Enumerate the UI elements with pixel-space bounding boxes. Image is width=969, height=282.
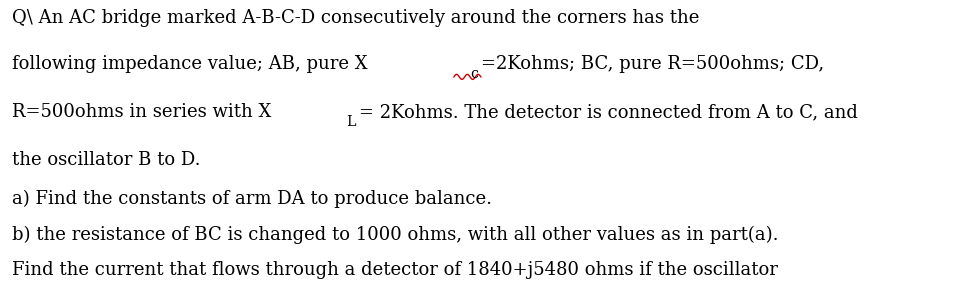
Text: the oscillator B to D.: the oscillator B to D. bbox=[12, 151, 200, 169]
Text: =2Kohms; BC, pure R=500ohms; CD,: =2Kohms; BC, pure R=500ohms; CD, bbox=[481, 55, 823, 73]
Text: R=500ohms in series with X: R=500ohms in series with X bbox=[12, 103, 270, 121]
Text: following impedance value; AB, pure X: following impedance value; AB, pure X bbox=[12, 55, 367, 73]
Text: c: c bbox=[470, 67, 478, 81]
Text: Find the current that flows through a detector of 1840+j5480 ohms if the oscilla: Find the current that flows through a de… bbox=[12, 261, 777, 279]
Text: Q\ An AC bridge marked A-B-C-D consecutively around the corners has the: Q\ An AC bridge marked A-B-C-D consecuti… bbox=[12, 8, 699, 27]
Text: L: L bbox=[346, 115, 356, 129]
Text: b) the resistance of BC is changed to 1000 ohms, with all other values as in par: b) the resistance of BC is changed to 10… bbox=[12, 225, 777, 244]
Text: = 2Kohms. The detector is connected from A to C, and: = 2Kohms. The detector is connected from… bbox=[359, 103, 857, 121]
Text: a) Find the constants of arm DA to produce balance.: a) Find the constants of arm DA to produ… bbox=[12, 190, 491, 208]
